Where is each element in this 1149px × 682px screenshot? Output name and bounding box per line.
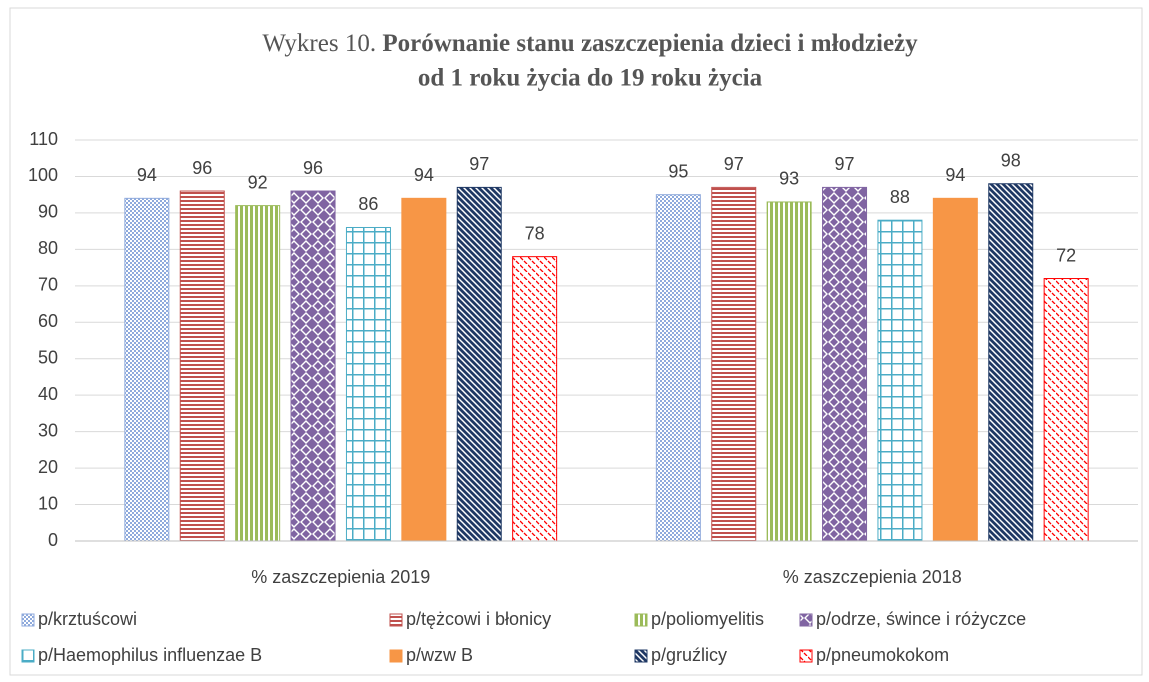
data-label: 94: [945, 165, 965, 185]
legend-label: p/tężcowi i błonicy: [406, 609, 551, 629]
legend-label: p/wzw B: [406, 645, 473, 665]
y-tick-label: 70: [38, 275, 58, 295]
bar: [235, 205, 281, 542]
data-label: 94: [414, 165, 434, 185]
bar: [766, 201, 812, 542]
bar: [345, 226, 391, 542]
bar: [988, 183, 1034, 542]
data-label: 97: [835, 154, 855, 174]
bar: [822, 186, 868, 542]
bar: [711, 186, 757, 542]
x-tick-label: % zaszczepienia 2019: [251, 567, 430, 587]
title-number: Wykres 10.: [262, 30, 376, 57]
legend-label: p/odrze, śwince i różyczce: [816, 609, 1026, 629]
legend-swatch: [634, 649, 648, 663]
data-label: 97: [469, 154, 489, 174]
data-label: 88: [890, 187, 910, 207]
y-tick-label: 60: [38, 311, 58, 331]
data-label: 93: [779, 169, 799, 189]
y-tick-label: 10: [38, 493, 58, 513]
data-label: 97: [724, 154, 744, 174]
legend-label: p/gruźlicy: [651, 645, 727, 665]
y-tick-label: 20: [38, 457, 58, 477]
y-tick-label: 80: [38, 238, 58, 258]
y-tick-label: 100: [28, 165, 58, 185]
legend-swatch: [21, 613, 35, 627]
y-tick-label: 30: [38, 420, 58, 440]
bar: [512, 256, 558, 542]
chart-title: Wykres 10. Porównanie stanu zaszczepieni…: [262, 30, 918, 57]
data-label: 92: [248, 172, 268, 192]
legend-swatch: [389, 613, 403, 627]
legend-swatch: [799, 649, 813, 663]
bar: [1043, 278, 1089, 542]
data-label: 94: [137, 165, 157, 185]
x-tick-label: % zaszczepienia 2018: [783, 567, 962, 587]
bar: [877, 219, 923, 542]
bar: [179, 190, 225, 542]
bar: [655, 194, 701, 542]
legend-label: p/pneumokokom: [816, 645, 949, 665]
y-tick-label: 90: [38, 202, 58, 222]
bar: [456, 186, 502, 542]
legend-swatch: [389, 649, 403, 663]
bar: [290, 190, 336, 542]
data-label: 95: [668, 161, 688, 181]
y-tick-label: 40: [38, 384, 58, 404]
legend-swatch: [634, 613, 648, 627]
bar: [932, 197, 978, 542]
legend-swatch: [799, 613, 813, 627]
bar: [401, 197, 447, 542]
data-label: 78: [525, 223, 545, 243]
title-line: Porównanie stanu zaszczepienia dzieci i …: [382, 30, 918, 57]
data-label: 86: [358, 194, 378, 214]
data-label: 98: [1001, 150, 1021, 170]
y-tick-label: 0: [48, 530, 58, 550]
data-label: 72: [1056, 245, 1076, 265]
title-line: od 1 roku życia do 19 roku życia: [418, 65, 763, 92]
legend-label: p/Haemophilus influenzae B: [38, 645, 262, 665]
y-tick-label: 50: [38, 347, 58, 367]
legend-label: p/krztuścowi: [38, 609, 137, 629]
bar: [124, 197, 170, 542]
legend-swatch: [21, 649, 35, 663]
y-tick-label: 110: [29, 129, 58, 149]
legend-label: p/poliomyelitis: [651, 609, 764, 629]
data-label: 96: [192, 158, 212, 178]
data-label: 96: [303, 158, 323, 178]
